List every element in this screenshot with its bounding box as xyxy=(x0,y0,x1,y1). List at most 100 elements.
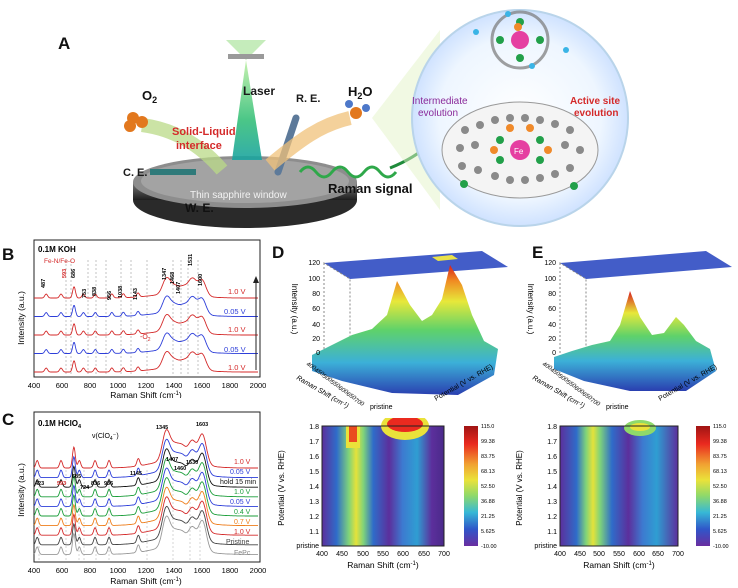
panel-e-map-frame xyxy=(559,425,679,547)
xtick: 700 xyxy=(589,398,601,409)
laser-beam-top xyxy=(226,40,266,60)
xtick: 450 xyxy=(336,551,348,558)
ztick: 20 xyxy=(548,336,556,343)
xtick: 1400 xyxy=(166,566,183,575)
ytick: 1.2 xyxy=(547,514,557,521)
xtick: 500 xyxy=(321,374,333,385)
xtick: 400 xyxy=(28,566,41,575)
ztick: 120 xyxy=(544,260,556,267)
xtick: 650 xyxy=(418,551,430,558)
panel-e-map-xticks: 400 450 500 550 600 650 700 xyxy=(554,551,684,558)
xtick: 700 xyxy=(438,551,450,558)
panel-d-map-yticks: pristine 1.1 1.2 1.3 1.4 1.5 1.6 1.7 1.8 xyxy=(296,424,319,550)
panel-e-surface xyxy=(554,291,716,391)
xtick: 700 xyxy=(353,398,365,409)
panel-d-zticks: 0 20 40 60 80 100 120 xyxy=(308,260,320,357)
active-site-label-2: evolution xyxy=(574,108,618,119)
peak-label: 1347 xyxy=(162,268,168,280)
xtick: 450 xyxy=(313,368,325,379)
panel-e-pristine: pristine xyxy=(606,404,629,411)
peak-label: 753 xyxy=(82,289,88,298)
peak-label: 724 xyxy=(80,485,90,491)
xtick: 1200 xyxy=(138,381,155,390)
xtick: 600 xyxy=(633,551,645,558)
panel-d-3d: 0 20 40 60 80 100 120 Intensity (a.u.) 4… xyxy=(290,251,508,411)
xtick: 400 xyxy=(554,551,566,558)
spectrum-trace xyxy=(33,486,258,527)
colorbar-tick: 5.625 xyxy=(481,529,495,535)
peak-label: 1407 xyxy=(166,457,178,463)
interface-label-1: Solid-Liquid xyxy=(172,126,236,138)
colorbar-tick: 83.75 xyxy=(713,454,727,460)
xtick: 2000 xyxy=(250,566,267,575)
laser-label: Laser xyxy=(243,84,275,98)
xtick: 550 xyxy=(377,551,389,558)
panel-b-trace-label: 1.0 V xyxy=(228,287,246,296)
peak-label: 1603 xyxy=(196,422,208,428)
ce-label: C. E. xyxy=(123,167,147,179)
xtick: 800 xyxy=(84,381,97,390)
xtick: 450 xyxy=(574,551,586,558)
xtick: 500 xyxy=(557,374,569,385)
spectrum-trace xyxy=(34,332,258,354)
panel-e-zticks: 0 20 40 60 80 100 120 xyxy=(544,260,556,357)
we-label: W. E. xyxy=(185,201,214,215)
panel-b-trace-label: 0.05 V xyxy=(224,307,246,316)
window-label: Thin sapphire window xyxy=(190,190,287,201)
panel-c-trace-label: FePc xyxy=(234,550,251,557)
spectrum-trace xyxy=(33,496,258,536)
panel-e-heatmap: pristine 1.1 1.2 1.3 1.4 1.5 1.6 1.7 1.8… xyxy=(515,420,729,570)
panel-d-xticks: 400 450 500 550 600 650 700 xyxy=(305,362,365,409)
o2-arrow xyxy=(140,118,228,175)
ytick: 1.5 xyxy=(309,469,319,476)
h2o-label: H2O xyxy=(348,84,373,101)
spectrum-trace xyxy=(34,313,258,336)
fe-atom-label: Fe xyxy=(514,147,524,156)
panel-d-pristine: pristine xyxy=(370,404,393,411)
ztick: 80 xyxy=(312,291,320,298)
ytick: 1.6 xyxy=(547,454,557,461)
xtick: 600 xyxy=(56,381,69,390)
spectrum-trace xyxy=(34,295,258,317)
colorbar-tick: 115.0 xyxy=(713,424,726,430)
xtick: 700 xyxy=(672,551,684,558)
panel-d-map-ylabel: Potential (V vs. RHE) xyxy=(277,450,286,526)
peak-label: 836 xyxy=(91,481,100,487)
colorbar-tick: 52.50 xyxy=(481,484,495,490)
panel-b-peak-labels: 487 593 686 753 838 956 1038 1143 1347 1… xyxy=(41,254,204,300)
ztick: 40 xyxy=(312,322,320,329)
peak-label: 686 xyxy=(71,269,77,278)
colorbar-tick: 36.88 xyxy=(713,499,727,505)
ytick: pristine xyxy=(296,543,319,550)
panel-e-map-ylabel: Potential (V vs. RHE) xyxy=(515,450,524,526)
ytick: 1.3 xyxy=(309,499,319,506)
re-label: R. E. xyxy=(296,93,320,105)
panel-d-surface xyxy=(312,265,498,395)
panel-d-heatmap: pristine 1.1 1.2 1.3 1.4 1.5 1.6 1.7 1.8… xyxy=(277,418,497,570)
panel-a-schematic: O2 H2O Laser R. E. C. E. W. E. Solid-Liq… xyxy=(123,9,629,228)
peak-label: 1345 xyxy=(156,425,168,431)
panel-c-trace-label: 0.7 V xyxy=(234,519,251,526)
panel-c-spectra: 0.1M HClO4 ν(ClO4⁻) 1345 1603 1407 1530 … xyxy=(16,411,267,586)
panel-c-xlabel: Raman Shift (cm-1) xyxy=(110,576,182,586)
ytick: 1.4 xyxy=(547,484,557,491)
xtick: 1800 xyxy=(222,381,239,390)
colorbar-tick: -10.00 xyxy=(481,544,497,550)
xtick: 400 xyxy=(316,551,328,558)
panel-c-gridlines xyxy=(38,470,201,560)
panel-label-b: B xyxy=(2,245,15,264)
graphene-sheet xyxy=(441,101,599,199)
xtick: 1800 xyxy=(222,566,239,575)
ztick: 100 xyxy=(308,276,320,283)
panel-b-spectra: 0.1M KOH Fe-N/Fe-O 487 593 686 753 838 9… xyxy=(16,239,266,398)
panel-label-e: E xyxy=(532,243,544,262)
ztick: 40 xyxy=(548,322,556,329)
colorbar-tick: -10.00 xyxy=(713,544,729,550)
peak-label: 1038 xyxy=(118,286,124,298)
xtick: 650 xyxy=(581,392,593,403)
peak-label: 1407 xyxy=(176,282,182,294)
ytick: 1.1 xyxy=(309,529,319,536)
panel-d-top-plane-hot xyxy=(432,255,458,261)
spectrum-trace xyxy=(33,505,258,546)
panel-c-trace-label: Pristine xyxy=(226,539,249,546)
